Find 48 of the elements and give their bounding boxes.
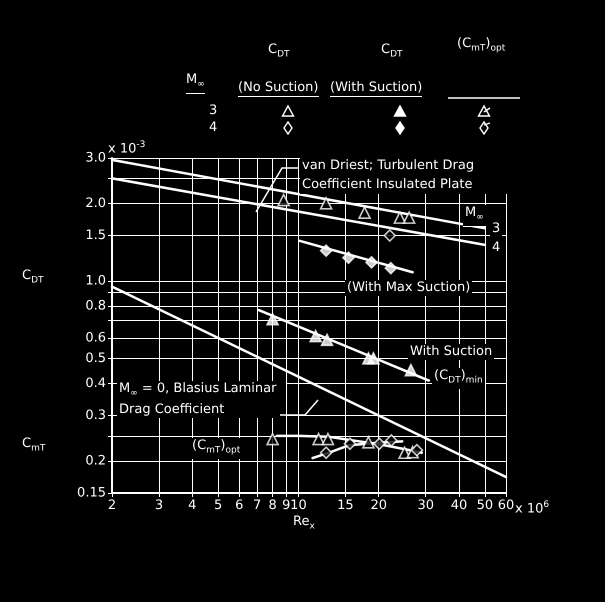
x-tick-label: 3	[154, 498, 164, 513]
y-tick-label: 2.0	[85, 196, 106, 211]
x-tick-label: 5	[214, 498, 222, 513]
x-tick-label: 4	[188, 498, 196, 513]
x-tick-label: 6	[235, 498, 244, 513]
y-tick-label: 0.4	[85, 376, 106, 391]
y-tick-label: 0.6	[85, 330, 106, 346]
text: C$_{DT}$	[381, 42, 403, 62]
annotation: van Driest; Turbulent Drag Coefficient Insulated Plate	[300, 156, 509, 194]
x-tick-label: 40	[450, 498, 468, 513]
text: C$_{mT}$	[22, 436, 46, 456]
annotation: 4	[490, 240, 502, 256]
text: x 10$^{6}$	[515, 499, 550, 518]
y-tick-label: 3.0	[85, 150, 106, 166]
y-tick-label: 1.5	[85, 228, 106, 244]
x-tick-label: 30	[417, 498, 434, 513]
annotation: M$_{∞}$ = 0, Blasius Laminar Drag Coefficient	[117, 381, 286, 418]
x-tick-label: 20	[370, 498, 388, 513]
x-tick-label: 9	[282, 498, 290, 513]
x-tick-label: 7	[252, 498, 262, 513]
annotation: (With Max Suction)	[345, 280, 472, 296]
y-tick-label: 0.3	[85, 408, 106, 423]
text: (No Suction)	[238, 80, 318, 97]
annotation: M$_{∞}$	[463, 205, 486, 227]
y-tick-label: 0.8	[85, 298, 106, 314]
text: 4	[209, 120, 218, 136]
x-tick-label: 8	[268, 498, 277, 513]
text: 3	[209, 103, 218, 119]
y-tick-label: 0.2	[85, 453, 106, 468]
x-axis-title: Re$_{x}$	[293, 514, 315, 534]
x-tick-label: 15	[337, 498, 354, 513]
x-tick-label: 60	[498, 498, 514, 513]
y-axis-title: C$_{DT}$	[22, 268, 44, 288]
annotation: (C$_{mT}$)$_{opt}$	[190, 438, 242, 459]
text: (With Suction)	[330, 80, 422, 97]
text: C$_{DT}$	[268, 42, 290, 62]
annotation: 3	[490, 221, 502, 237]
text: x 10$^{-3}$	[108, 139, 146, 158]
y-tick-label: 0.5	[85, 350, 106, 366]
annotation: (C$_{DT}$)$_{min}$	[432, 368, 485, 389]
text: M$_{∞}$	[186, 72, 205, 94]
x-tick-label: 2	[108, 498, 116, 513]
annotation: With Suction	[408, 344, 494, 360]
y-tick-label: 0.15	[77, 486, 106, 500]
y-tick-label: 1.0	[85, 273, 106, 288]
text: (C$_{mT}$)$_{opt}$	[457, 36, 506, 56]
x-tick-label: 10	[290, 498, 307, 513]
x-tick-label: 50	[476, 498, 494, 513]
